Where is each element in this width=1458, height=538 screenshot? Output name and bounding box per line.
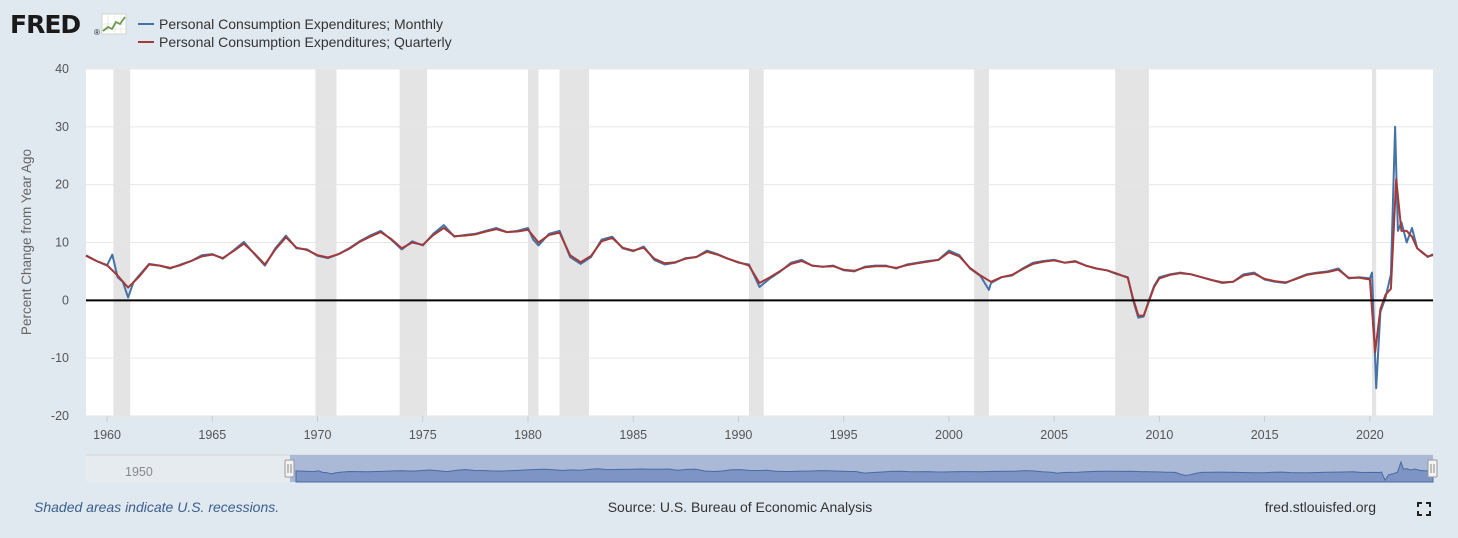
y-tick-label: 20 <box>55 178 69 192</box>
x-tick-label: 1990 <box>725 428 753 442</box>
legend-item-quarterly[interactable]: Personal Consumption Expenditures; Quart… <box>138 34 452 50</box>
legend-label-monthly: Personal Consumption Expenditures; Month… <box>159 16 443 32</box>
x-tick-label: 1970 <box>304 428 332 442</box>
series-line-quarterly <box>85 177 1434 354</box>
gridlines <box>86 68 1433 417</box>
y-axis-title: Percent Change from Year Ago <box>19 149 34 335</box>
fullscreen-icon[interactable] <box>1414 499 1434 519</box>
y-tick-label: 30 <box>55 120 69 134</box>
x-axis-ticks: 1960 1965 1970 1975 1980 1985 1990 1995 2000 2005… <box>93 416 1384 442</box>
x-tick-label: 1960 <box>93 428 121 442</box>
legend-label-quarterly: Personal Consumption Expenditures; Quart… <box>159 34 452 50</box>
x-tick-label: 1980 <box>514 428 542 442</box>
fred-logo-text: FRED <box>10 10 80 39</box>
chart-line-icon <box>101 13 127 35</box>
navigator[interactable]: 1950 <box>86 454 1438 483</box>
series-layer <box>85 125 1434 390</box>
legend: Personal Consumption Expenditures; Month… <box>138 16 452 50</box>
registered-mark: ® <box>94 28 100 37</box>
y-tick-label: 40 <box>55 62 69 76</box>
x-tick-label: 2015 <box>1251 428 1279 442</box>
source-note: Source: U.S. Bureau of Economic Analysis <box>608 499 873 515</box>
x-tick-label: 2020 <box>1356 428 1384 442</box>
x-tick-label: 1985 <box>619 428 647 442</box>
recession-note: Shaded areas indicate U.S. recessions. <box>34 499 279 515</box>
x-tick-label: 1995 <box>830 428 858 442</box>
x-tick-label: 2010 <box>1145 428 1173 442</box>
x-tick-label: 2000 <box>935 428 963 442</box>
y-tick-label: 10 <box>55 236 69 250</box>
x-tick-label: 1975 <box>409 428 437 442</box>
site-link[interactable]: fred.stlouisfed.org <box>1265 499 1376 515</box>
legend-item-monthly[interactable]: Personal Consumption Expenditures; Month… <box>138 16 443 32</box>
x-tick-label: 1965 <box>198 428 226 442</box>
navigator-series <box>295 460 1434 483</box>
navigator-start-label: 1950 <box>125 465 153 479</box>
y-tick-label: 0 <box>62 293 69 307</box>
navigator-handle-left[interactable] <box>284 459 295 478</box>
fred-logo[interactable]: FRED ® <box>10 10 127 39</box>
x-tick-label: 2005 <box>1040 428 1068 442</box>
y-tick-label: -10 <box>51 351 69 365</box>
navigator-handle-right[interactable] <box>1427 459 1438 478</box>
y-axis-ticks: -20 -10 0 10 20 30 40 <box>51 62 69 423</box>
y-tick-label: -20 <box>51 409 69 423</box>
